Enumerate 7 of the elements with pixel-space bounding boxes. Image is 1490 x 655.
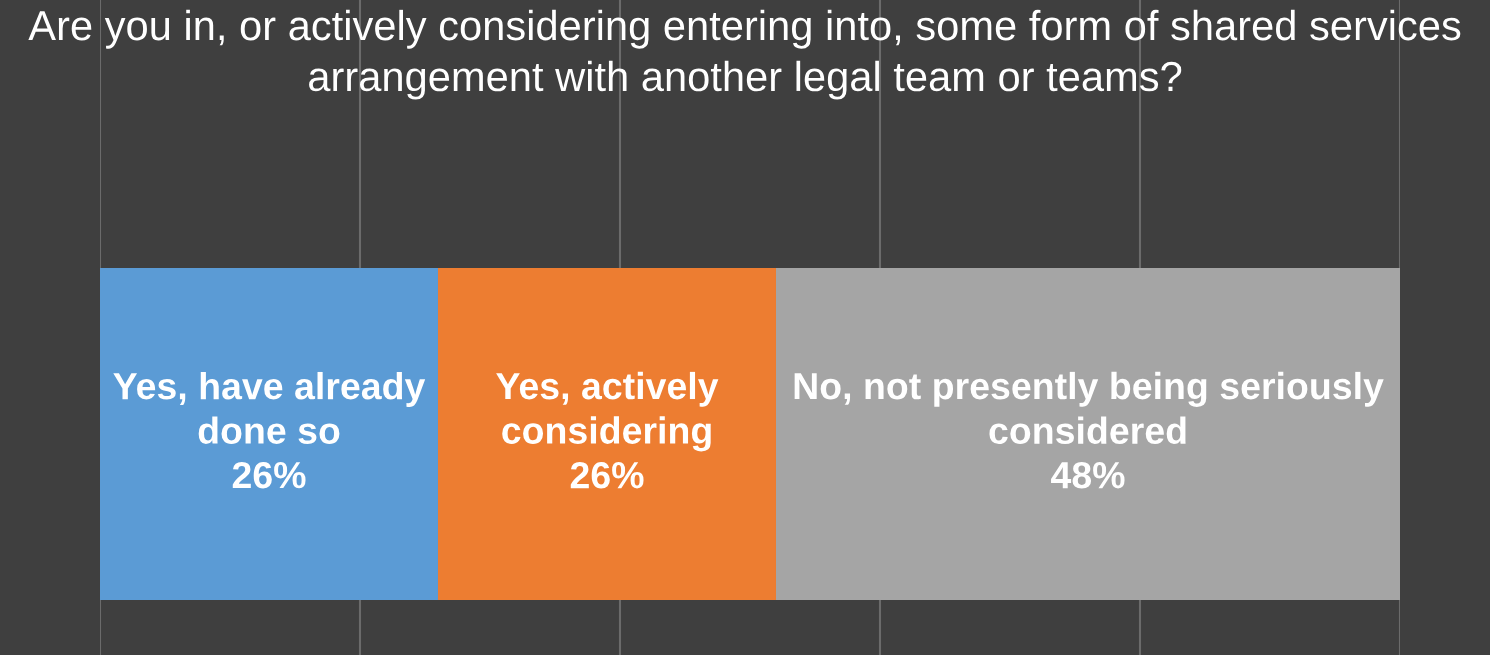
data-label: 26% [570, 461, 644, 489]
data-label: 48% [1051, 461, 1125, 489]
chart-title: Are you in, or actively considering entering into, some form of shared services arrangement with another legal team or teams? [28, 9, 1461, 100]
series-label: No, not presently being seriously considered [794, 371, 1384, 445]
data-label: 26% [232, 461, 306, 489]
series-label: Yes, actively considering [496, 371, 719, 452]
series-label: Yes, have already done so [113, 371, 426, 444]
